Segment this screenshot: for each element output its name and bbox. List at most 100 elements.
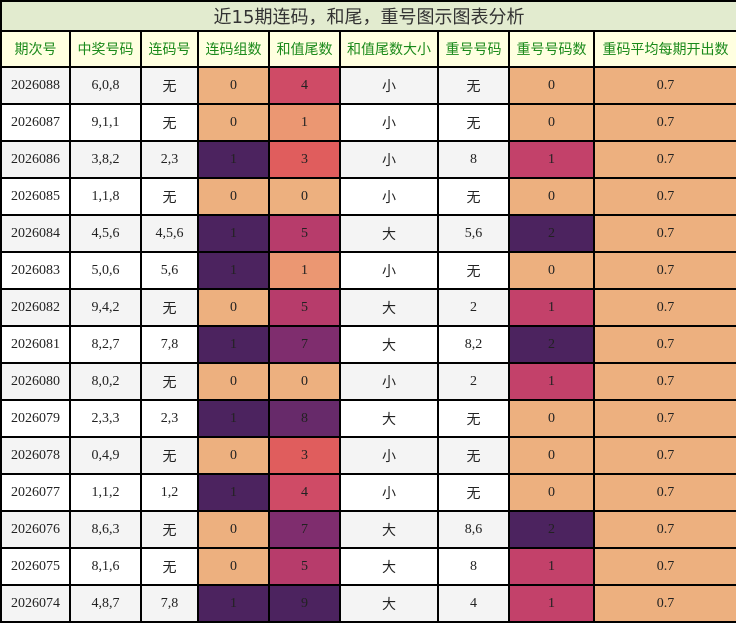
- avg-cell: 0.7: [592, 510, 736, 549]
- lian-cell: 7,8: [140, 325, 199, 364]
- chong-count-cell: 0: [508, 66, 595, 105]
- tail-cell: 1: [268, 103, 341, 142]
- numbers-cell: 4,5,6: [69, 214, 142, 253]
- issue-cell: 2026082: [0, 288, 71, 327]
- lian-count-cell: 1: [197, 214, 270, 253]
- chong-count-cell: 1: [508, 547, 595, 586]
- header-tail: 和值尾数: [268, 30, 341, 68]
- tail-cell: 8: [268, 399, 341, 438]
- tail-cell: 1: [268, 251, 341, 290]
- issue-cell: 2026086: [0, 140, 71, 179]
- chong-cell: 8: [437, 547, 510, 586]
- chong-cell: 8,6: [437, 510, 510, 549]
- tail-cell: 5: [268, 547, 341, 586]
- avg-cell: 0.7: [592, 66, 736, 105]
- lian-count-cell: 1: [197, 140, 270, 179]
- chong-cell: 8: [437, 140, 510, 179]
- header-tail-size: 和值尾数大小: [339, 30, 439, 68]
- chong-cell: 无: [437, 251, 510, 290]
- lian-cell: 无: [140, 510, 199, 549]
- table-title: 近15期连码，和尾，重号图示图表分析: [0, 0, 736, 32]
- tail-cell: 0: [268, 177, 341, 216]
- lian-cell: 无: [140, 177, 199, 216]
- table-row: 2026074 4,8,7 7,8 1 9 大 4 1 0.7: [0, 584, 736, 623]
- chong-cell: 8,2: [437, 325, 510, 364]
- table-row: 2026084 4,5,6 4,5,6 1 5 大 5,6 2 0.7: [0, 214, 736, 253]
- lian-count-cell: 0: [197, 66, 270, 105]
- header-row: 期次号 中奖号码 连码号 连码组数 和值尾数 和值尾数大小 重号号码 重号号码数…: [0, 30, 736, 68]
- table-row: 2026078 0,4,9 无 0 3 小无 0 0.7: [0, 436, 736, 475]
- tail-size-cell: 大: [339, 399, 439, 438]
- table-row: 2026081 8,2,7 7,8 1 7 大 8,2 2 0.7: [0, 325, 736, 364]
- numbers-cell: 8,0,2: [69, 362, 142, 401]
- numbers-cell: 9,1,1: [69, 103, 142, 142]
- issue-cell: 2026087: [0, 103, 71, 142]
- lian-count-cell: 0: [197, 103, 270, 142]
- numbers-cell: 8,6,3: [69, 510, 142, 549]
- tail-size-cell: 大: [339, 584, 439, 623]
- lian-cell: 无: [140, 66, 199, 105]
- lian-cell: 无: [140, 547, 199, 586]
- numbers-cell: 4,8,7: [69, 584, 142, 623]
- tail-size-cell: 小: [339, 251, 439, 290]
- avg-cell: 0.7: [592, 214, 736, 253]
- numbers-cell: 2,3,3: [69, 399, 142, 438]
- chong-count-cell: 0: [508, 399, 595, 438]
- chong-count-cell: 2: [508, 214, 595, 253]
- chong-count-cell: 1: [508, 140, 595, 179]
- chong-cell: 无: [437, 399, 510, 438]
- chong-cell: 5,6: [437, 214, 510, 253]
- header-avg: 重码平均每期开出数: [592, 30, 736, 68]
- tail-size-cell: 大: [339, 288, 439, 327]
- chong-cell: 2: [437, 288, 510, 327]
- lian-count-cell: 1: [197, 473, 270, 512]
- header-issue: 期次号: [0, 30, 71, 68]
- table-row: 2026077 1,1,2 1,2 1 4 小无 0 0.7: [0, 473, 736, 512]
- avg-cell: 0.7: [592, 362, 736, 401]
- table-row: 2026083 5,0,6 5,6 1 1 小无 0 0.7: [0, 251, 736, 290]
- lian-count-cell: 1: [197, 399, 270, 438]
- issue-cell: 2026085: [0, 177, 71, 216]
- lian-cell: 无: [140, 103, 199, 142]
- chong-count-cell: 0: [508, 473, 595, 512]
- chong-count-cell: 1: [508, 288, 595, 327]
- issue-cell: 2026084: [0, 214, 71, 253]
- lian-cell: 2,3: [140, 140, 199, 179]
- lian-cell: 5,6: [140, 251, 199, 290]
- tail-cell: 7: [268, 325, 341, 364]
- chong-count-cell: 0: [508, 103, 595, 142]
- lian-count-cell: 1: [197, 251, 270, 290]
- avg-cell: 0.7: [592, 251, 736, 290]
- avg-cell: 0.7: [592, 140, 736, 179]
- numbers-cell: 3,8,2: [69, 140, 142, 179]
- tail-cell: 4: [268, 473, 341, 512]
- tail-cell: 7: [268, 510, 341, 549]
- issue-cell: 2026081: [0, 325, 71, 364]
- table-row: 2026075 8,1,6 无 0 5 大 8 1 0.7: [0, 547, 736, 586]
- tail-size-cell: 小: [339, 473, 439, 512]
- table-row: 2026076 8,6,3 无 0 7 大 8,6 2 0.7: [0, 510, 736, 549]
- chong-count-cell: 0: [508, 251, 595, 290]
- tail-cell: 3: [268, 436, 341, 475]
- chong-cell: 无: [437, 473, 510, 512]
- table-row: 2026086 3,8,2 2,3 1 3 小 8 1 0.7: [0, 140, 736, 179]
- numbers-cell: 0,4,9: [69, 436, 142, 475]
- tail-cell: 9: [268, 584, 341, 623]
- table-row: 2026080 8,0,2 无 0 0 小 2 1 0.7: [0, 362, 736, 401]
- avg-cell: 0.7: [592, 288, 736, 327]
- lian-count-cell: 1: [197, 325, 270, 364]
- numbers-cell: 5,0,6: [69, 251, 142, 290]
- tail-size-cell: 大: [339, 325, 439, 364]
- avg-cell: 0.7: [592, 547, 736, 586]
- avg-cell: 0.7: [592, 473, 736, 512]
- lian-cell: 2,3: [140, 399, 199, 438]
- lian-count-cell: 0: [197, 510, 270, 549]
- tail-size-cell: 小: [339, 140, 439, 179]
- lian-cell: 无: [140, 362, 199, 401]
- tail-size-cell: 大: [339, 547, 439, 586]
- table-body: 2026088 6,0,8 无 0 4 小无 0 0.7 2026087 9,1,1 无 0 1 小无 0 0…: [0, 66, 736, 623]
- numbers-cell: 8,2,7: [69, 325, 142, 364]
- issue-cell: 2026077: [0, 473, 71, 512]
- table-row: 2026082 9,4,2 无 0 5 大 2 1 0.7: [0, 288, 736, 327]
